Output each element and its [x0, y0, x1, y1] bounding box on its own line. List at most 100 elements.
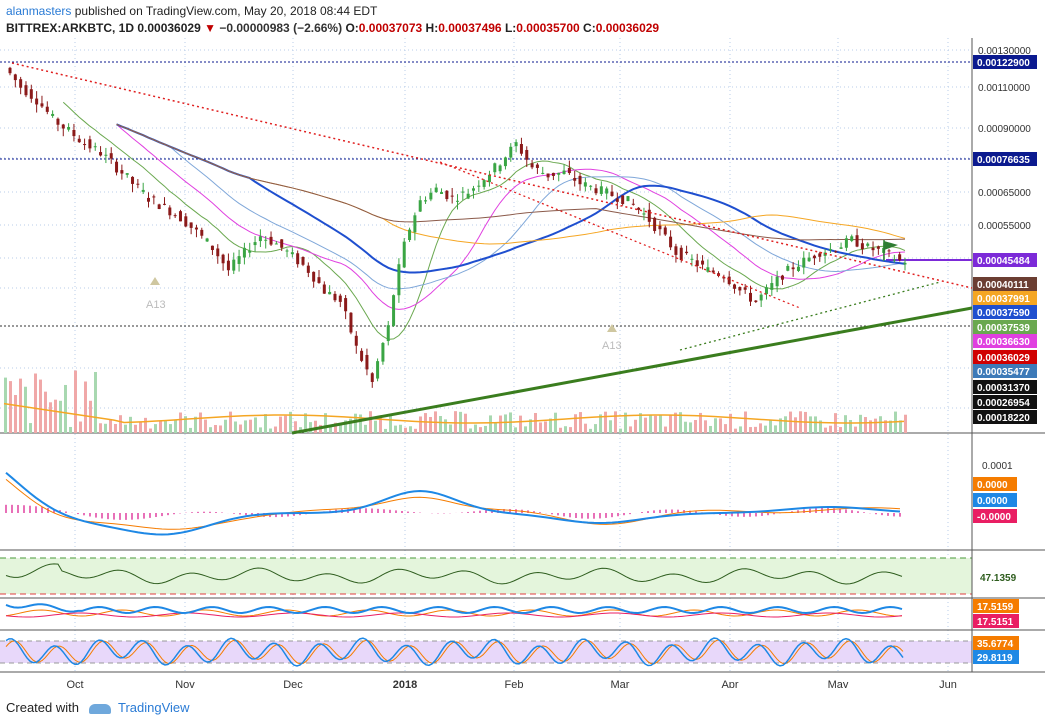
- macd-label-text: -0.0000: [977, 512, 1011, 523]
- candle-body: [221, 254, 225, 264]
- candle-body: [173, 215, 177, 217]
- candle-body: [83, 144, 87, 146]
- candle-body: [258, 236, 262, 242]
- candle-body: [274, 243, 278, 245]
- volume-bar: [289, 411, 292, 433]
- candle-body: [152, 196, 156, 198]
- candle-body: [184, 216, 188, 227]
- volume-bar: [224, 419, 227, 433]
- volume-bar: [624, 412, 627, 433]
- candle-body: [237, 256, 241, 264]
- price-label: 0.00036029: [973, 350, 1037, 364]
- volume-bar: [439, 416, 442, 433]
- volume-bar: [304, 413, 307, 433]
- price-label-text: 0.00076635: [977, 155, 1030, 166]
- candle-body: [514, 142, 518, 147]
- volume-bar: [9, 381, 12, 433]
- candle-body: [205, 238, 209, 242]
- price-tick-label: 0.00090000: [978, 124, 1031, 135]
- volume-bar: [569, 427, 572, 433]
- volume-bar: [619, 428, 622, 433]
- price-label-box: [973, 277, 1037, 291]
- volume-bar: [14, 395, 17, 433]
- volume-bar: [164, 420, 167, 433]
- candle-body: [477, 185, 481, 187]
- price-label-text: 0.00037991: [977, 294, 1030, 305]
- volume-bar: [39, 379, 42, 433]
- macd-label-box: [973, 509, 1017, 523]
- volume-bar: [539, 422, 542, 433]
- volume-bar: [549, 418, 552, 433]
- price-label: 0.00026954: [973, 395, 1037, 409]
- volume-bar: [404, 427, 407, 433]
- volume-bar: [234, 421, 237, 433]
- price-axis[interactable]: 0.00130000 0.00110000 0.00090000 0.00065000…: [973, 46, 1037, 424]
- candle-body: [876, 246, 880, 249]
- candle-body: [301, 257, 305, 265]
- volume-bar: [519, 415, 522, 433]
- tradingview-link[interactable]: TradingView: [118, 700, 190, 715]
- volume-bar: [144, 417, 147, 433]
- price-label-box: [973, 305, 1037, 319]
- candle-body: [328, 291, 332, 295]
- candle-body: [573, 177, 577, 181]
- candle-body: [898, 254, 902, 261]
- ma-green: [62, 101, 906, 340]
- candle-body: [685, 251, 689, 254]
- candle-body: [333, 293, 337, 301]
- price-label-box: [973, 291, 1037, 305]
- candle-body: [360, 350, 364, 361]
- tradingview-logo-icon: [88, 703, 111, 714]
- candle-body: [775, 276, 779, 287]
- price-label: 0.00122900: [973, 55, 1037, 69]
- price-label-text: 0.00026954: [977, 398, 1030, 409]
- candle-body: [456, 200, 459, 202]
- candle-body: [120, 170, 124, 174]
- candle-body: [903, 262, 907, 265]
- volume-bar: [34, 373, 37, 433]
- volume-bar: [614, 411, 617, 433]
- annotation-a13-1: A13: [146, 299, 166, 311]
- volume-bar: [259, 427, 262, 433]
- volume-bar: [424, 413, 427, 433]
- candle-body: [466, 193, 470, 199]
- time-axis[interactable]: Oct Nov Dec 2018 Feb Mar Apr May Jun: [66, 679, 956, 688]
- candle-body: [621, 195, 625, 205]
- price-label: 0.00037539: [973, 320, 1037, 334]
- candle-body: [200, 229, 204, 236]
- chart-canvas[interactable]: A13 A13 0.0001 0.0000 0.0000 -0.0000 47.135…: [0, 38, 1045, 688]
- volume-bar: [654, 415, 657, 433]
- candle-body: [280, 239, 284, 248]
- price-label-box: [973, 152, 1037, 166]
- candle-body: [19, 79, 23, 88]
- candle-body: [35, 98, 39, 105]
- candle-body: [844, 238, 848, 248]
- candle-body: [615, 198, 619, 202]
- volume-bar: [589, 428, 592, 433]
- volume-bar: [514, 427, 517, 433]
- candle-body: [679, 247, 683, 261]
- candle-body: [24, 85, 28, 96]
- volume-bar: [594, 424, 597, 433]
- candle-body: [642, 213, 646, 215]
- candle-body: [557, 172, 561, 175]
- candle-body: [759, 294, 763, 301]
- candle-body: [674, 246, 678, 255]
- volume-bar: [889, 420, 892, 433]
- candle-body: [178, 211, 182, 222]
- volume-bar: [904, 414, 907, 433]
- triangle-marker-icon: [150, 277, 160, 285]
- candle-body: [599, 186, 603, 194]
- author-link[interactable]: alanmasters: [6, 4, 72, 18]
- volume-bar: [154, 424, 157, 433]
- volume-bar: [59, 400, 62, 433]
- volume-bar: [814, 416, 817, 433]
- volume-bar: [189, 427, 192, 433]
- candle-body: [370, 373, 374, 382]
- annotations: A13 A13: [146, 277, 622, 352]
- volume-bar: [644, 417, 647, 433]
- annotation-a13-2: A13: [602, 340, 622, 352]
- stoch-k-line: [5, 637, 904, 667]
- price-label: 0.00037991: [973, 291, 1037, 305]
- price-label-box: [973, 320, 1037, 334]
